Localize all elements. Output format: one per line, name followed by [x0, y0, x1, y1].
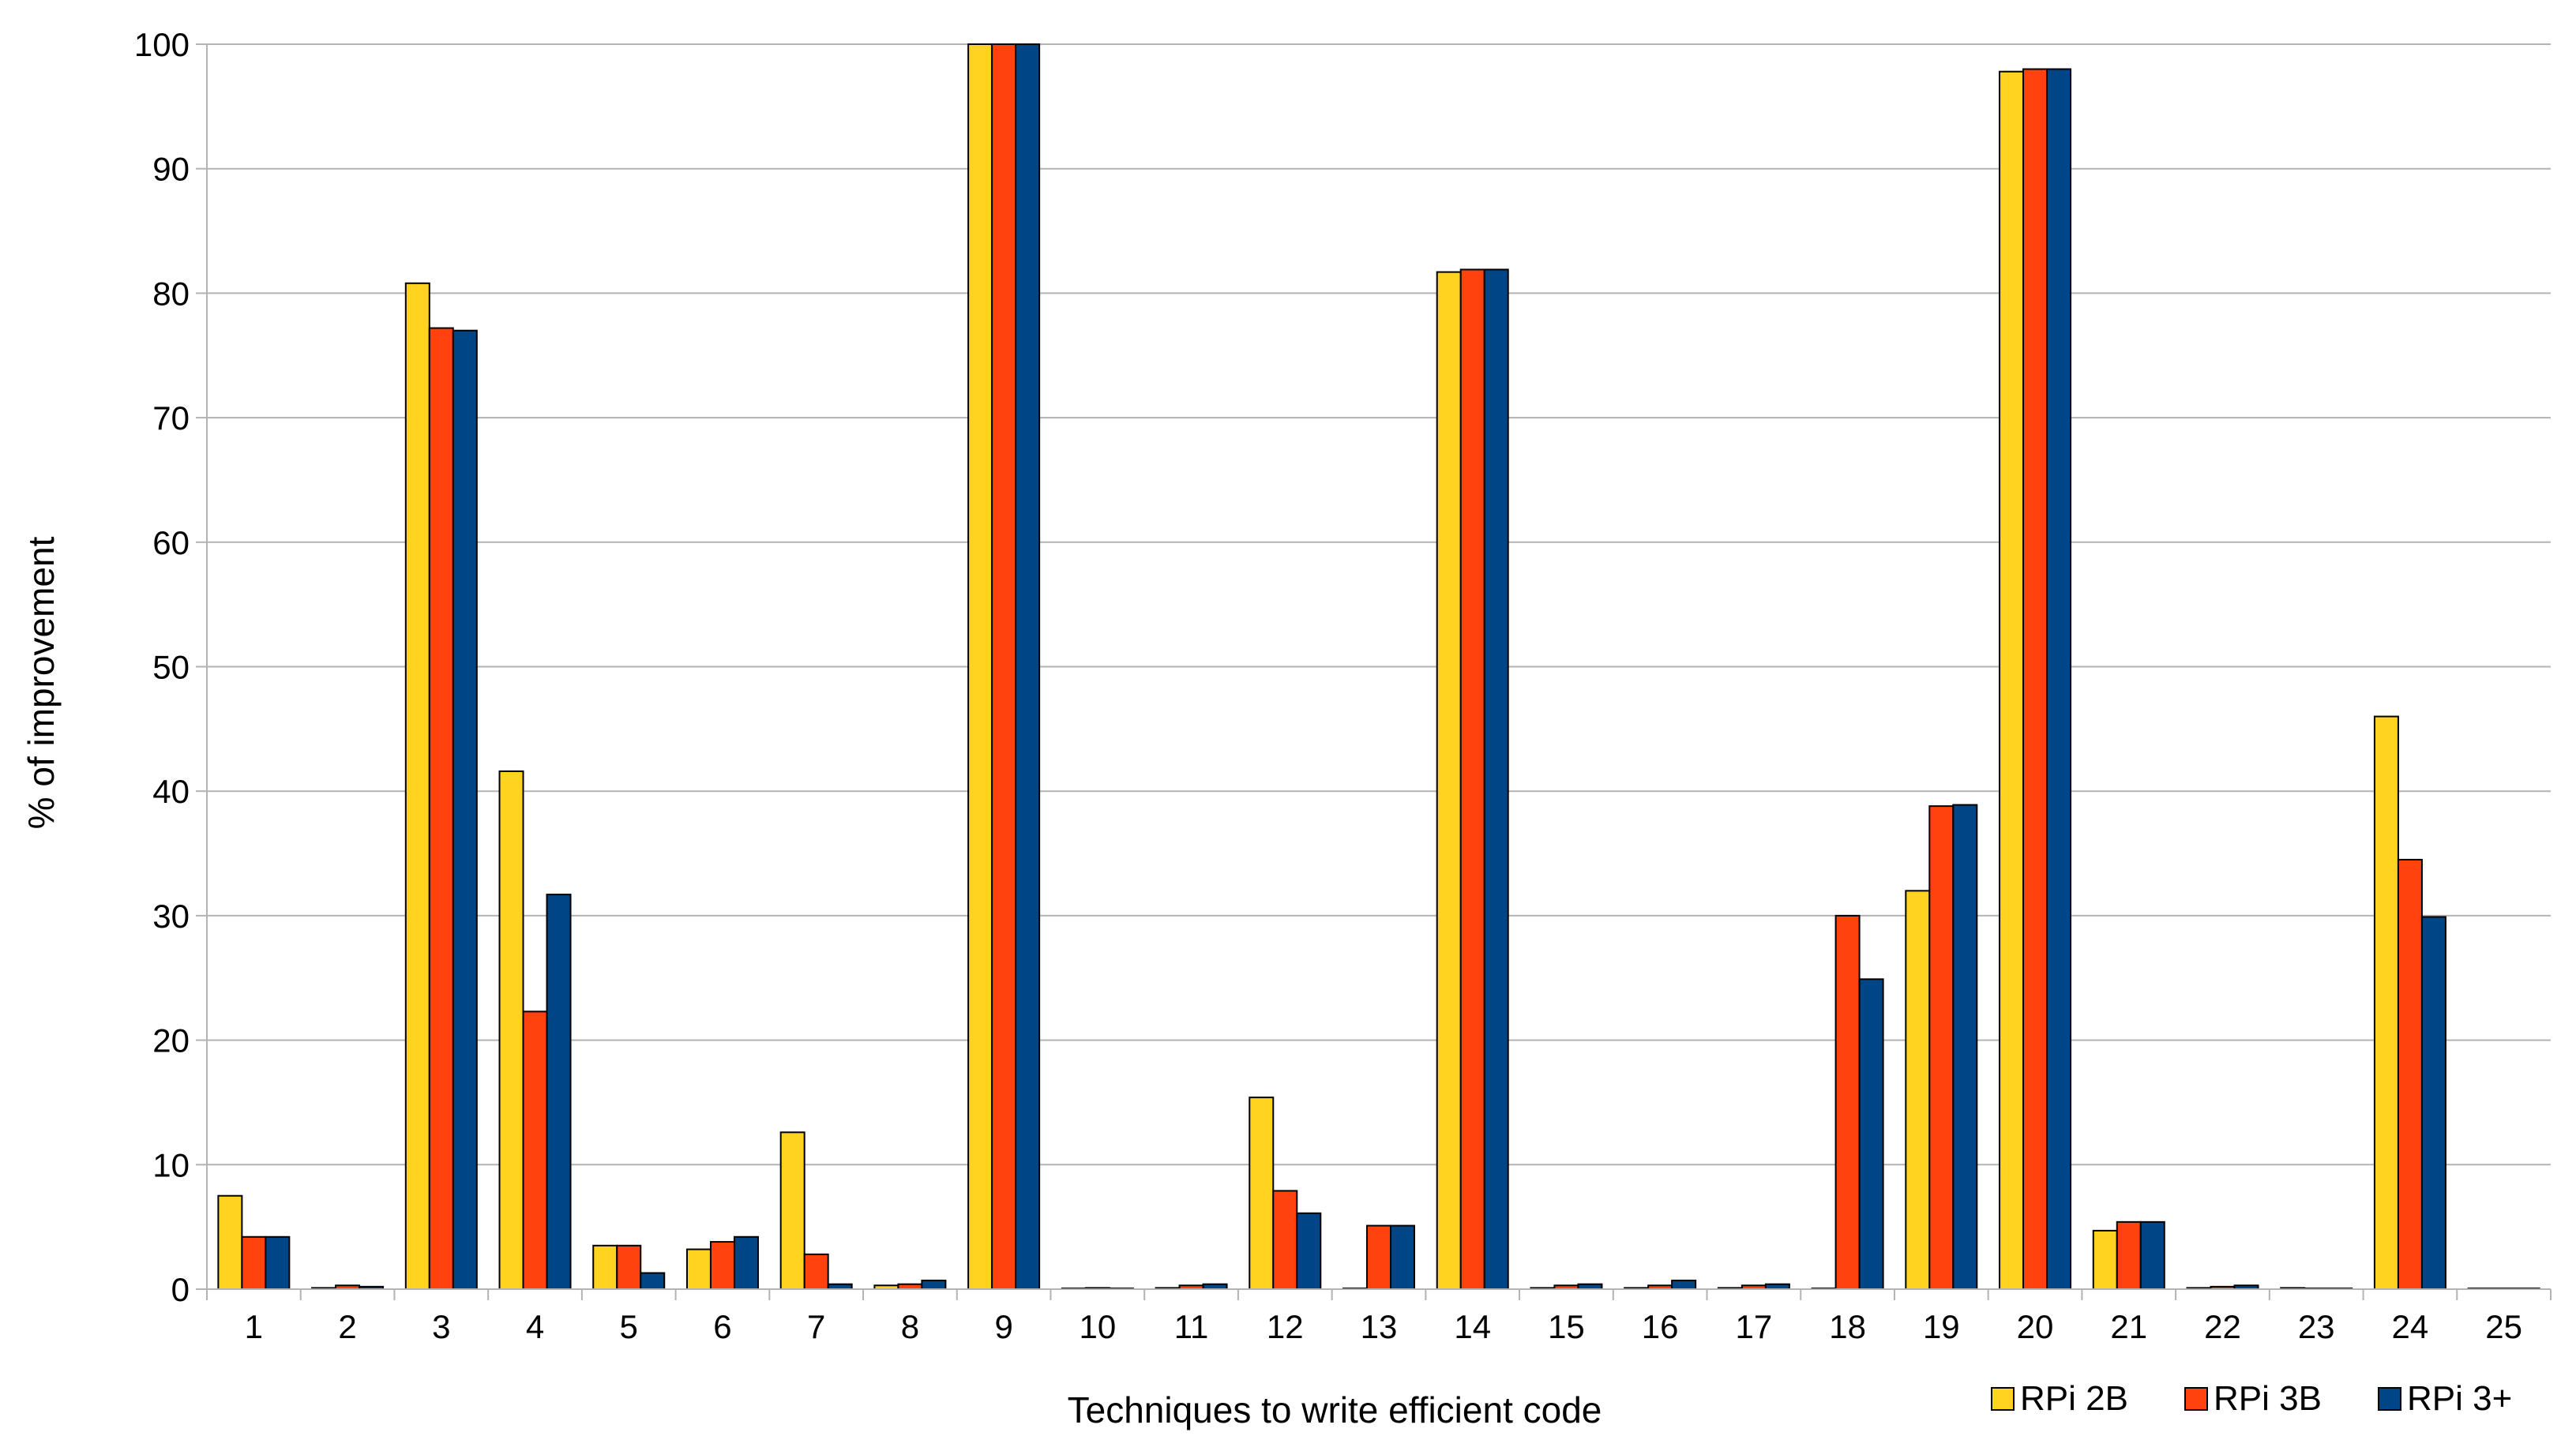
bar: [1436, 271, 1462, 1291]
bar: [1834, 914, 1861, 1291]
x-tick-label: 2: [338, 1308, 356, 1345]
bar: [2397, 858, 2423, 1291]
bar: [803, 1253, 829, 1290]
x-tick-label: 18: [1829, 1308, 1866, 1345]
x-tick-label: 4: [526, 1308, 544, 1345]
bar: [709, 1241, 735, 1290]
y-tick-label: 20: [152, 1022, 190, 1059]
bar: [2373, 715, 2399, 1290]
bar: [428, 327, 454, 1290]
y-tick-label: 70: [152, 399, 190, 437]
x-tick-label: 3: [432, 1308, 450, 1345]
bar: [685, 1248, 712, 1291]
bar: [404, 282, 430, 1290]
bar: [1858, 978, 1884, 1291]
bar: [1296, 1212, 1322, 1290]
gridlines: [207, 43, 2551, 1290]
bar: [967, 43, 993, 1290]
y-tick-label: 10: [152, 1146, 190, 1183]
x-tick-label: 16: [1642, 1308, 1679, 1345]
y-tick-label: 30: [152, 898, 190, 935]
legend-swatch: [2378, 1387, 2401, 1411]
x-tick-label: 7: [807, 1308, 825, 1345]
bar: [2420, 916, 2446, 1291]
bar: [1952, 804, 1978, 1290]
bar: [1483, 268, 1509, 1290]
bar: [1928, 805, 1955, 1290]
bar: [921, 1279, 947, 1291]
bar: [1390, 1224, 1415, 1290]
bar: [241, 1235, 267, 1290]
x-tick-label: 6: [713, 1308, 731, 1345]
x-tick-label: 1: [245, 1308, 263, 1345]
axes: [196, 43, 2552, 1300]
bar: [1272, 1190, 1298, 1290]
bar: [616, 1244, 642, 1291]
bar: [2139, 1220, 2165, 1291]
x-tick-label: 10: [1079, 1308, 1116, 1345]
bar: [2046, 68, 2072, 1290]
legend-label: RPi 2B: [2020, 1379, 2128, 1418]
x-tick-label: 5: [620, 1308, 638, 1345]
bar: [991, 43, 1017, 1290]
y-axis-title: % of improvement: [21, 536, 62, 829]
y-tick-label: 60: [152, 524, 190, 561]
y-tick-label: 80: [152, 275, 190, 312]
x-axis-title: Techniques to write efficient code: [1068, 1389, 1602, 1430]
x-tick-label: 17: [1736, 1308, 1773, 1345]
y-tick-label: 100: [134, 26, 190, 63]
bar: [1366, 1224, 1391, 1290]
x-tick-label: 24: [2392, 1308, 2429, 1345]
x-tick-label: 20: [2017, 1308, 2054, 1345]
bar: [2092, 1229, 2118, 1290]
x-tick-label: 23: [2298, 1308, 2335, 1345]
x-tick-label: 22: [2204, 1308, 2241, 1345]
bar: [522, 1010, 548, 1290]
x-tick-label: 15: [1548, 1308, 1585, 1345]
x-tick-label: 11: [1174, 1308, 1209, 1345]
bar: [640, 1272, 666, 1291]
legend-label: RPi 3+: [2407, 1379, 2512, 1418]
bar: [2022, 68, 2048, 1290]
legend-swatch: [1991, 1387, 2015, 1411]
x-tick-label: 8: [901, 1308, 919, 1345]
bar: [265, 1235, 291, 1290]
x-tick-label: 12: [1267, 1308, 1304, 1345]
legend-swatch: [2184, 1387, 2208, 1411]
bar: [779, 1131, 805, 1290]
bar: [498, 770, 524, 1290]
bar: [2116, 1220, 2142, 1291]
bar: [217, 1194, 243, 1290]
y-tick-label: 50: [152, 649, 190, 686]
x-tick-label: 21: [2110, 1308, 2147, 1345]
x-tick-label: 13: [1361, 1308, 1398, 1345]
bar: [1459, 268, 1485, 1290]
bar: [592, 1244, 618, 1291]
legend-label: RPi 3B: [2214, 1379, 2322, 1418]
bar: [1671, 1279, 1697, 1291]
x-tick-label: 19: [1923, 1308, 1960, 1345]
legend: RPi 2B RPi 3B RPi 3+: [1991, 1379, 2512, 1418]
bar: [1015, 43, 1041, 1290]
bar: [733, 1235, 759, 1290]
bar: [546, 894, 572, 1290]
x-tick-label: 25: [2485, 1308, 2522, 1345]
y-tick-label: 0: [171, 1271, 190, 1308]
y-tick-label: 90: [152, 151, 190, 188]
x-tick-label: 14: [1454, 1308, 1491, 1345]
bar: [1905, 890, 1931, 1290]
bar: [1249, 1097, 1275, 1290]
bars: [217, 43, 2540, 1291]
bar: [452, 329, 478, 1291]
x-tick-label: 9: [994, 1308, 1012, 1345]
bar: [1999, 70, 2025, 1291]
y-tick-label: 40: [152, 773, 190, 810]
